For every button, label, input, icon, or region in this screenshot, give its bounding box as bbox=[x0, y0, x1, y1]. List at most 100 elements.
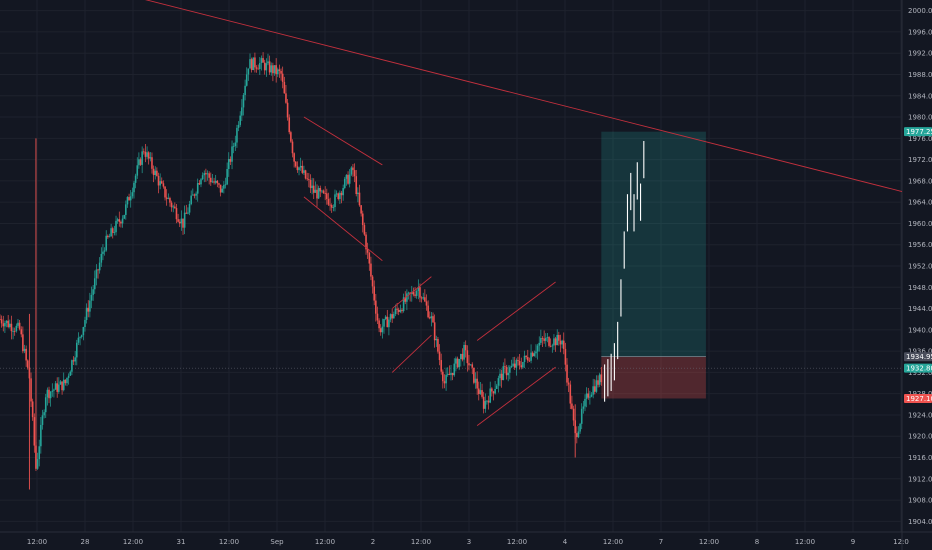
trend-line bbox=[391, 276, 432, 309]
candle-body bbox=[446, 373, 449, 375]
candle-body bbox=[252, 57, 255, 70]
price-tick-label: 1952.00 bbox=[908, 263, 932, 271]
candle-body bbox=[572, 408, 575, 421]
candle-body bbox=[585, 393, 588, 399]
candle-body bbox=[577, 431, 580, 438]
candle-body bbox=[200, 179, 202, 185]
position-zones bbox=[0, 131, 902, 399]
price-tick-label: 1996.00 bbox=[908, 28, 932, 36]
trend-line bbox=[303, 116, 383, 166]
candle-body bbox=[308, 179, 310, 180]
candle-body bbox=[425, 301, 428, 306]
candle-body bbox=[476, 378, 478, 389]
candle-body bbox=[146, 152, 148, 157]
candle-body bbox=[170, 202, 173, 208]
candle-body bbox=[376, 313, 379, 321]
candle-body bbox=[373, 286, 375, 301]
candle-body bbox=[464, 345, 467, 351]
candle-body bbox=[482, 396, 485, 409]
candle-body bbox=[147, 152, 150, 159]
candle-body bbox=[43, 412, 45, 416]
price-badge bbox=[904, 127, 932, 137]
time-tick-label: 12:00 bbox=[699, 538, 719, 546]
candle-body bbox=[242, 94, 245, 108]
candle-body bbox=[223, 184, 225, 189]
candle-body bbox=[121, 218, 124, 224]
candle-body bbox=[285, 93, 287, 103]
candle-body bbox=[249, 59, 251, 69]
candle-body bbox=[159, 181, 161, 186]
candle-body bbox=[404, 297, 407, 302]
candle-body bbox=[226, 169, 228, 185]
candle-body bbox=[438, 351, 441, 361]
candle-body bbox=[48, 389, 50, 399]
price-tick-label: 1980.00 bbox=[908, 114, 932, 122]
candle-body bbox=[463, 345, 465, 360]
candle-body bbox=[595, 380, 598, 392]
time-axis[interactable]: 12:00 28 12:00 31 12:00 Sep 12:00 2 12:00 3 12:00 4… bbox=[27, 538, 909, 546]
candle-body bbox=[174, 206, 176, 209]
price-tick-label: 1916.00 bbox=[908, 454, 932, 462]
candle-body bbox=[237, 124, 240, 128]
candle-body bbox=[448, 373, 451, 375]
candle-body bbox=[188, 204, 191, 213]
candle-body bbox=[4, 322, 6, 327]
candle-body bbox=[90, 294, 93, 301]
price-tick-label: 1920.00 bbox=[908, 433, 932, 441]
candle-body bbox=[389, 314, 392, 320]
stop-zone bbox=[601, 356, 706, 399]
candle-body bbox=[172, 206, 175, 208]
candle-body bbox=[64, 379, 67, 384]
candle-body bbox=[126, 197, 129, 205]
candle-body bbox=[175, 208, 178, 220]
candle-body bbox=[103, 250, 106, 252]
time-tick-label: 12:00 bbox=[603, 538, 623, 546]
candle-body bbox=[203, 173, 206, 176]
time-tick-label: 31 bbox=[177, 538, 186, 546]
candle-body bbox=[339, 192, 341, 199]
candle-body bbox=[316, 189, 318, 199]
candle-body bbox=[12, 331, 14, 332]
candle-body bbox=[502, 366, 505, 381]
candle-body bbox=[567, 382, 570, 385]
candle-body bbox=[239, 115, 242, 125]
candle-body bbox=[49, 391, 52, 399]
candle-body bbox=[474, 378, 477, 383]
candle-body bbox=[136, 165, 139, 176]
candle-body bbox=[409, 292, 411, 294]
candle-body bbox=[213, 181, 215, 183]
candle-body bbox=[118, 219, 121, 222]
candle-body bbox=[451, 372, 454, 376]
candle-body bbox=[164, 186, 166, 198]
candle-body bbox=[397, 309, 400, 312]
trend-lines bbox=[145, 0, 903, 426]
candle-body bbox=[561, 340, 563, 345]
price-axis[interactable]: 1904.00 1908.00 1912.00 1916.00 1920.00 1924.… bbox=[908, 7, 932, 526]
candle-body bbox=[348, 174, 351, 184]
candle-body bbox=[505, 366, 508, 376]
candle-body bbox=[477, 388, 480, 395]
candle-body bbox=[259, 63, 261, 70]
candle-body bbox=[110, 228, 112, 237]
candle-body bbox=[167, 198, 170, 199]
candle-body bbox=[180, 218, 183, 224]
candle-body bbox=[597, 380, 599, 385]
candle-body bbox=[507, 372, 509, 376]
candle-body bbox=[190, 195, 192, 205]
candle-body bbox=[345, 174, 348, 179]
candle-body bbox=[562, 340, 565, 349]
candle-body bbox=[149, 157, 152, 159]
candle-body bbox=[469, 364, 472, 366]
candle-body bbox=[530, 352, 532, 361]
candle-body bbox=[330, 205, 333, 208]
candle-body bbox=[494, 388, 496, 394]
candle-body bbox=[491, 388, 493, 392]
candle-body bbox=[299, 165, 302, 168]
candle-body bbox=[275, 65, 277, 75]
candle-body bbox=[366, 249, 369, 253]
candle-body bbox=[262, 58, 264, 63]
trend-line bbox=[476, 281, 556, 341]
candle-body bbox=[76, 342, 78, 358]
candle-body bbox=[139, 159, 142, 165]
